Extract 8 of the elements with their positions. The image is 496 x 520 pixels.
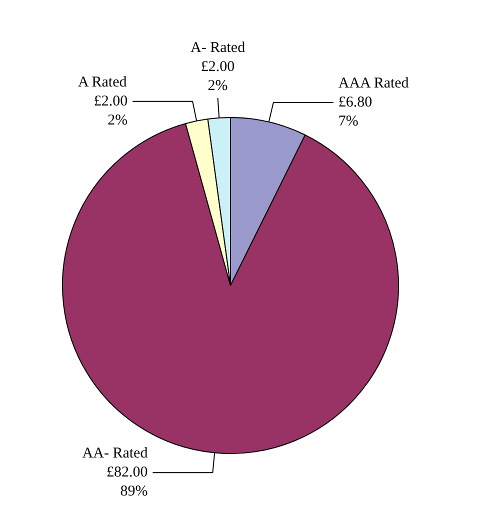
data-label: £2.00 2% xyxy=(94,93,128,128)
slice-label: AA- Rated xyxy=(82,446,148,462)
data-label: £6.80 7% xyxy=(338,94,372,130)
slice-label: AAA Rated xyxy=(338,75,410,92)
slice-label: A- Rated xyxy=(190,40,246,56)
data-label: £2.00 2% xyxy=(200,58,235,94)
slice-label: A Rated xyxy=(78,74,128,90)
data-label: £82.00 89% xyxy=(106,464,148,500)
